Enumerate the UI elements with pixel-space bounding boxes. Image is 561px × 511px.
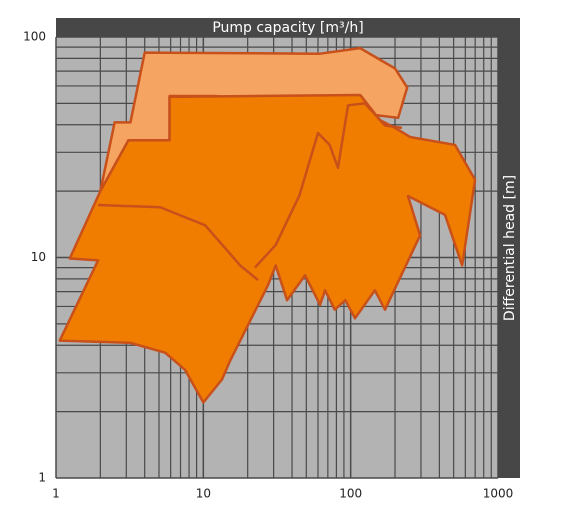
y-tick-label: 100 bbox=[23, 30, 46, 44]
x-tick-label: 10 bbox=[196, 487, 211, 501]
x-tick-label: 1000 bbox=[483, 487, 514, 501]
title-bar bbox=[56, 18, 520, 37]
marks bbox=[58, 46, 477, 404]
chart-title: Pump capacity [m³/h] bbox=[212, 20, 363, 36]
y-tick-label: 1 bbox=[38, 471, 46, 485]
y-axis-title: Differential head [m] bbox=[502, 175, 518, 321]
x-tick-label: 1 bbox=[52, 487, 60, 501]
axis-bar bbox=[498, 18, 520, 478]
range-area bbox=[58, 93, 477, 404]
range-line bbox=[98, 203, 259, 282]
y-tick-label: 10 bbox=[31, 250, 46, 264]
x-tick-label: 100 bbox=[339, 487, 362, 501]
range-line bbox=[254, 102, 403, 269]
